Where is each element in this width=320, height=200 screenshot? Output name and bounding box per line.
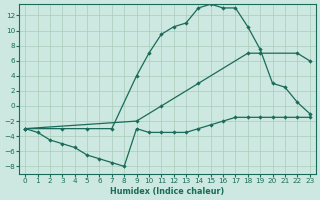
X-axis label: Humidex (Indice chaleur): Humidex (Indice chaleur)	[110, 187, 225, 196]
